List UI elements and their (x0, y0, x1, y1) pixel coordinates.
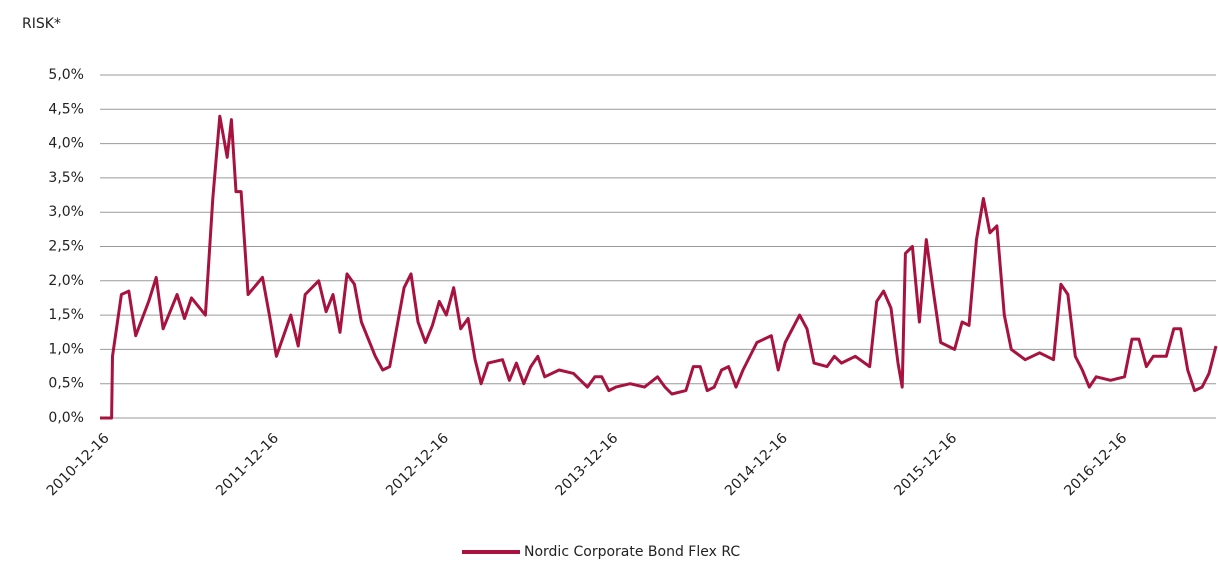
y-tick-label: 0,0% (48, 410, 84, 426)
y-tick-label: 3,5% (48, 170, 84, 186)
y-tick-label: 4,0% (48, 136, 84, 152)
y-tick-label: 1,0% (48, 341, 84, 357)
y-tick-label: 3,0% (48, 204, 84, 220)
x-tick-label: 2015-12-16 (891, 430, 960, 499)
y-tick-label: 5,0% (48, 67, 84, 83)
y-tick-label: 2,5% (48, 239, 84, 255)
legend-label: Nordic Corporate Bond Flex RC (524, 544, 740, 560)
y-tick-label: 2,0% (48, 273, 84, 289)
y-tick-label: 4,5% (48, 101, 84, 117)
chart-title: RISK* (22, 16, 61, 32)
x-tick-label: 2016-12-16 (1061, 430, 1130, 499)
y-tick-label: 0,5% (48, 376, 84, 392)
x-tick-label: 2014-12-16 (722, 430, 791, 499)
series-line (100, 114, 1218, 420)
x-tick-label: 2013-12-16 (553, 430, 622, 499)
y-tick-label: 1,5% (48, 307, 84, 323)
x-tick-label: 2012-12-16 (383, 430, 452, 499)
x-tick-label: 2010-12-16 (44, 430, 113, 499)
x-tick-label: 2011-12-16 (213, 430, 282, 499)
